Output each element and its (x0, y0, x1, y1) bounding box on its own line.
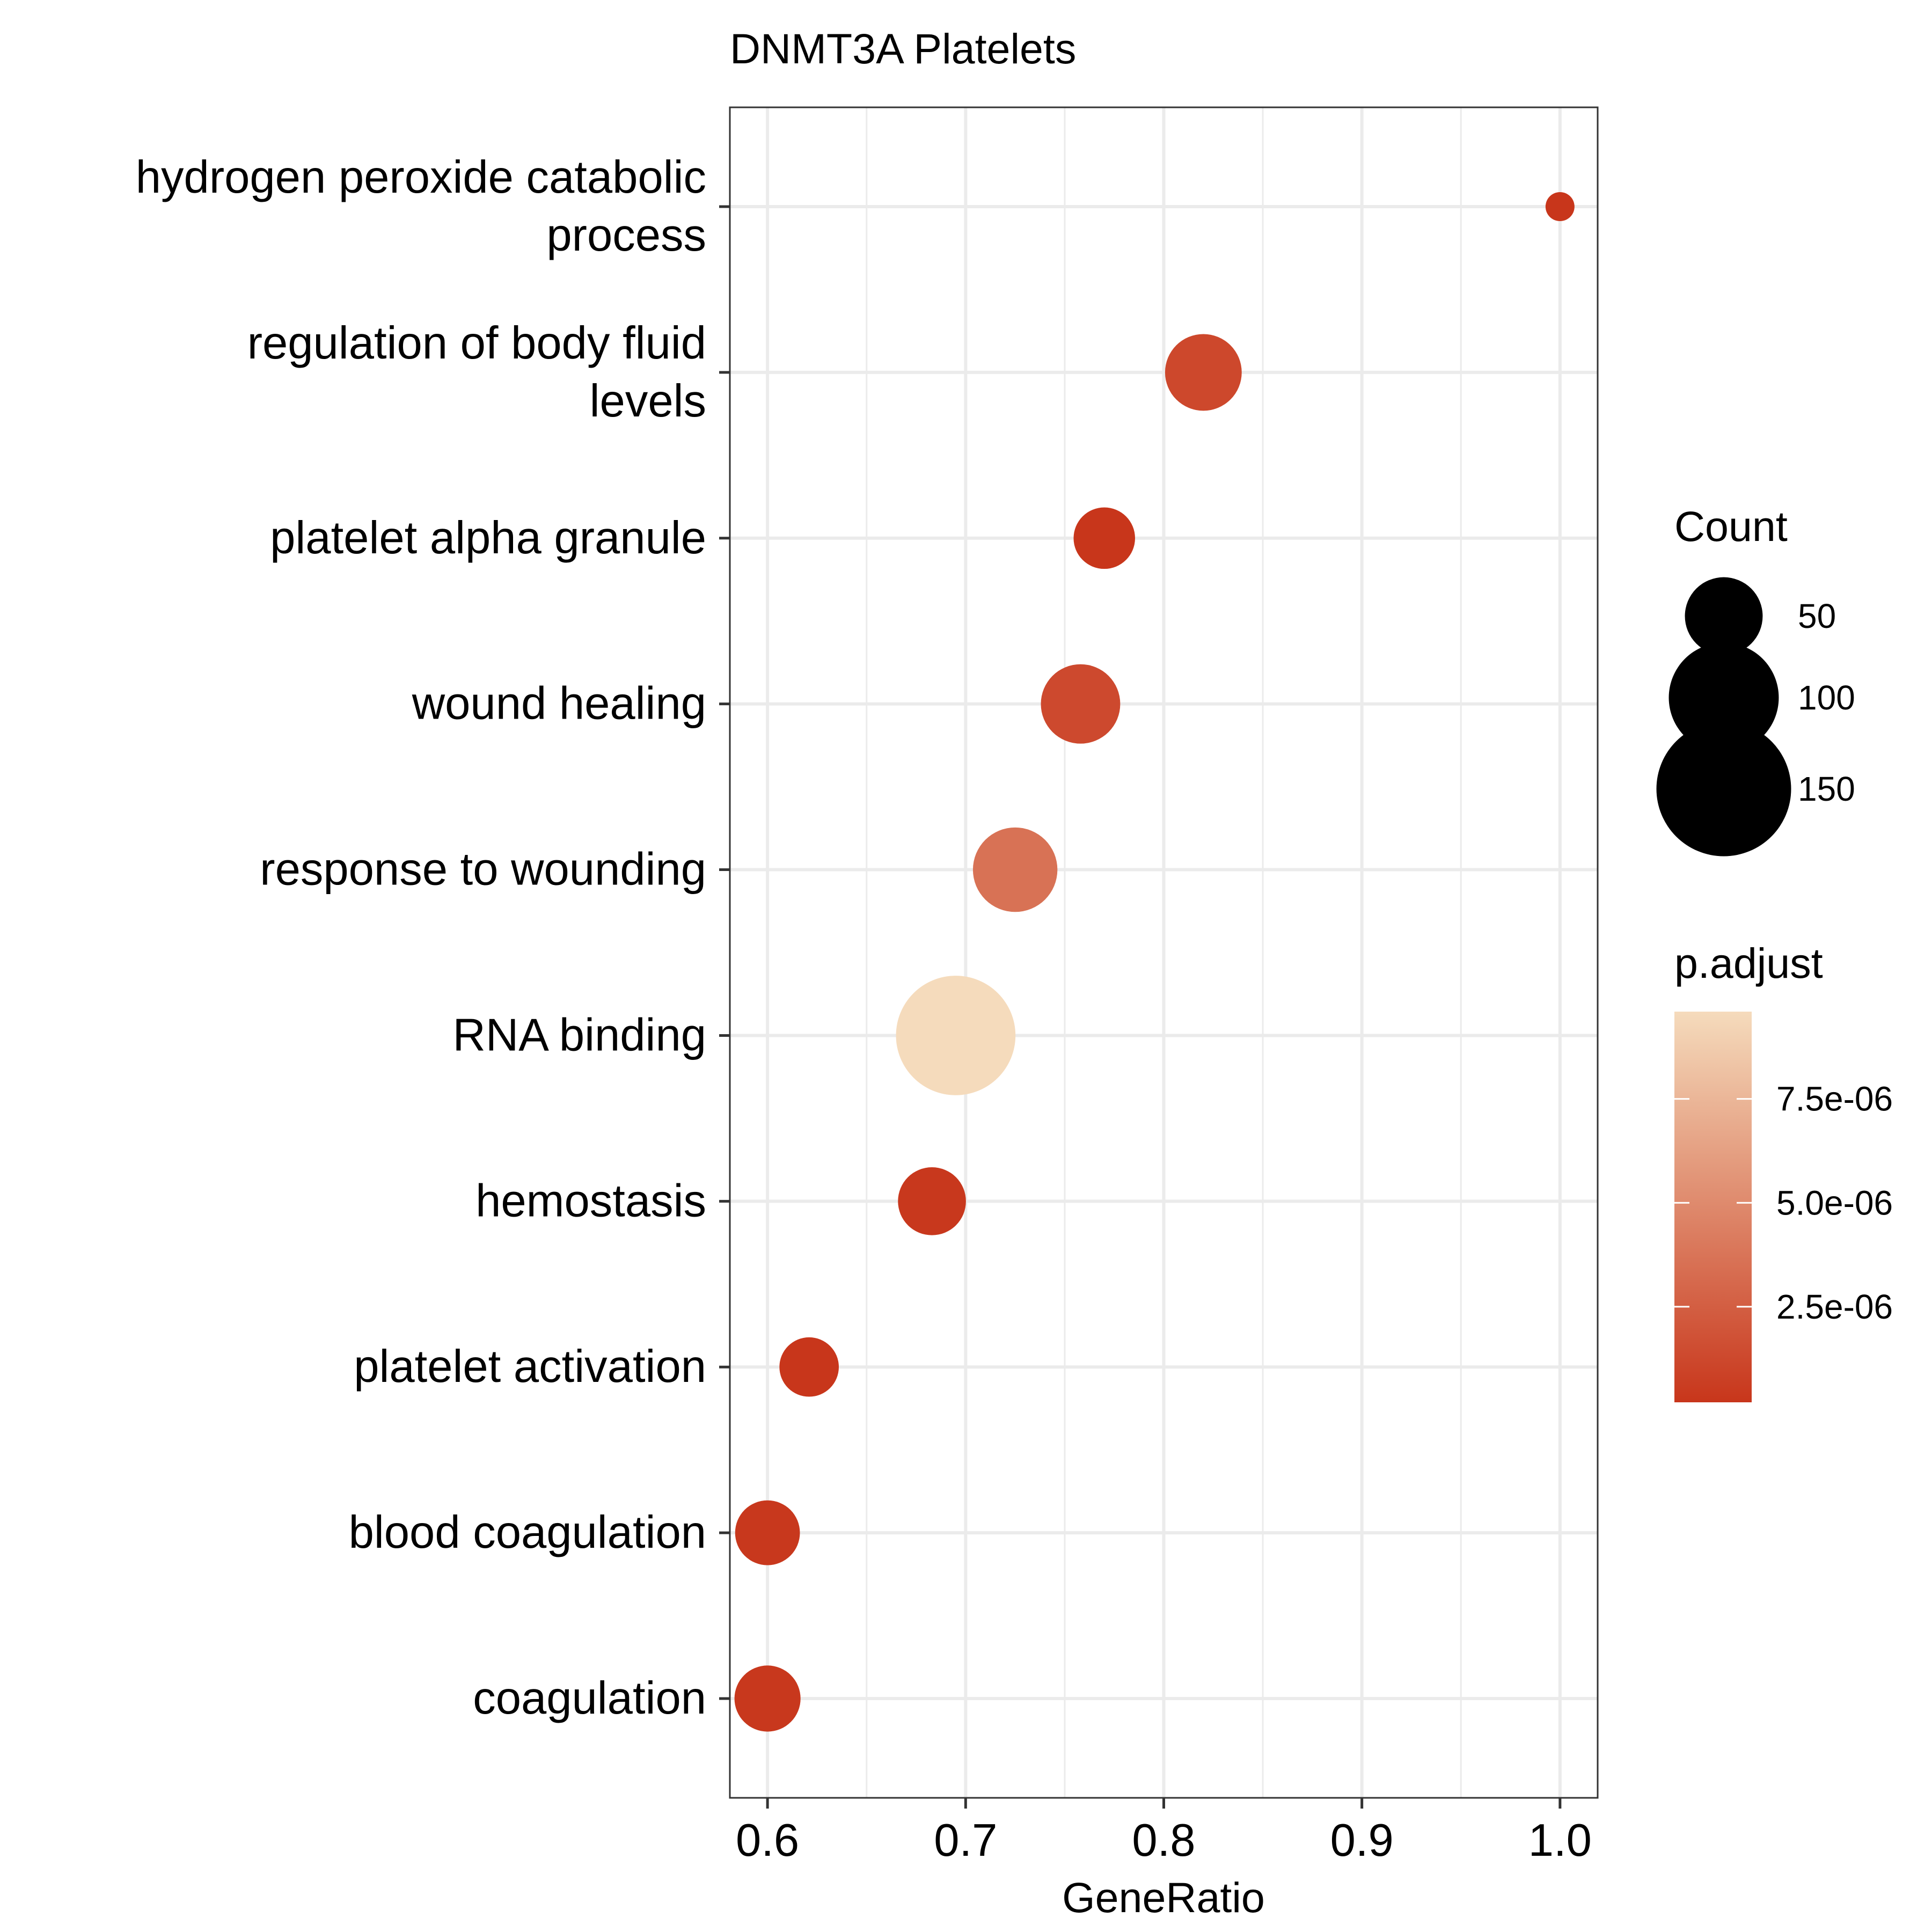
data-point (735, 1500, 800, 1565)
data-points (734, 192, 1575, 1732)
data-point (1165, 334, 1242, 411)
x-axis-title: GeneRatio (1062, 1874, 1265, 1921)
p-adjust-legend: p.adjust 2.5e-06 5.0e-06 7.5e-06 (1674, 939, 1893, 1402)
p-adjust-legend-label: 7.5e-06 (1776, 1080, 1893, 1118)
grid-lines (730, 107, 1598, 1798)
p-adjust-legend-title: p.adjust (1674, 939, 1823, 987)
count-legend-label: 100 (1798, 678, 1855, 717)
data-point (898, 1167, 966, 1235)
y-tick-label: platelet alpha granule (270, 513, 706, 564)
y-tick-label: response to wounding (260, 844, 706, 895)
count-legend: Count 50 100 150 (1656, 502, 1855, 857)
data-point (1073, 507, 1136, 569)
y-tick-label: blood coagulation (349, 1507, 706, 1558)
x-tick-label: 0.9 (1330, 1815, 1394, 1866)
data-point (1041, 664, 1121, 744)
data-point (779, 1337, 839, 1397)
y-tick-label: RNA binding (452, 1009, 706, 1060)
chart-title: DNMT3A Platelets (730, 25, 1076, 72)
y-axis-labels: hydrogen peroxide catabolic process regula… (136, 152, 730, 1724)
count-legend-label: 50 (1798, 597, 1836, 635)
data-point (734, 1665, 801, 1732)
x-tick-label: 0.7 (934, 1815, 997, 1866)
count-legend-key (1685, 577, 1763, 655)
y-tick-label: regulation of body fluid levels (247, 318, 706, 427)
y-tick-label: platelet activation (354, 1341, 706, 1392)
x-tick-label: 0.8 (1132, 1815, 1195, 1866)
count-legend-key (1668, 642, 1779, 753)
x-tick-label: 1.0 (1528, 1815, 1592, 1866)
p-adjust-legend-label: 2.5e-06 (1776, 1287, 1893, 1326)
y-tick-label: coagulation (473, 1673, 706, 1724)
y-tick-label: hydrogen peroxide catabolic process (136, 152, 706, 261)
data-point (972, 827, 1058, 912)
p-adjust-colorbar (1674, 1012, 1752, 1402)
data-point (896, 976, 1016, 1095)
count-legend-title: Count (1674, 502, 1788, 550)
p-adjust-legend-label: 5.0e-06 (1776, 1183, 1893, 1222)
y-tick-label: wound healing (412, 678, 706, 729)
x-axis: 0.6 0.7 0.8 0.9 1.0 (736, 1798, 1592, 1866)
y-tick-label: hemostasis (475, 1175, 706, 1226)
count-legend-label: 150 (1798, 770, 1855, 808)
data-point (1545, 192, 1575, 221)
x-tick-label: 0.6 (736, 1815, 799, 1866)
count-legend-key (1656, 721, 1791, 857)
